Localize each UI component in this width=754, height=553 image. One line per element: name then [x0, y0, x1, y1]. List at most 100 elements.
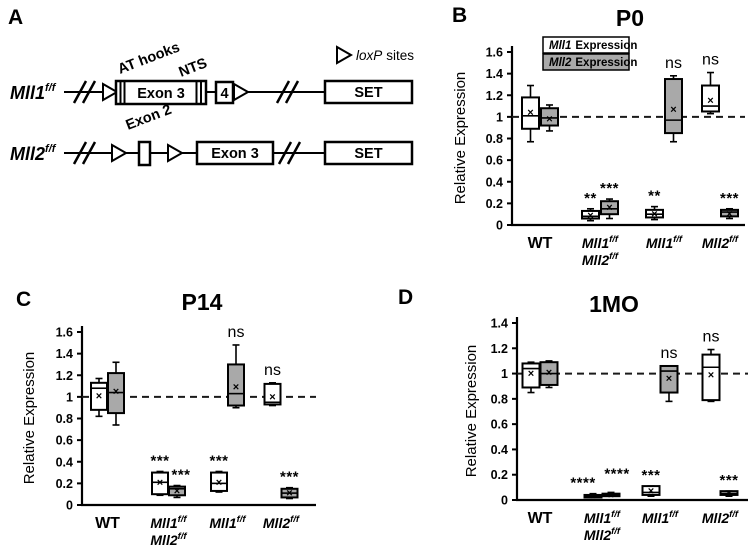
y-tick-label: 1.4	[486, 67, 503, 81]
box	[210, 471, 228, 492]
at-hooks-label: AT hooks	[116, 40, 182, 78]
mean-marker: ×	[708, 369, 714, 381]
x-category-label-mll1ff-mll2ff: Mll2f/f	[582, 251, 619, 268]
y-tick-label: 0.4	[491, 443, 508, 457]
y-tick-label: 1.2	[486, 89, 503, 103]
loxp-triangle-icon	[233, 82, 251, 102]
significance-stars: ****	[570, 475, 595, 492]
boxplot-mll1-wt: ×	[90, 377, 108, 418]
loxp-triangle-icon	[336, 45, 354, 65]
significance-stars: ***	[150, 452, 169, 469]
legend-label: Mll2 Expression	[549, 57, 637, 69]
mean-marker: ×	[670, 104, 676, 116]
x-category-label-wt: WT	[528, 235, 553, 252]
chart-title: 1MO	[589, 291, 639, 317]
y-axis-label: Relative Expression	[463, 345, 480, 478]
panel-label-a: A	[8, 6, 23, 29]
y-tick-label: 1.6	[486, 46, 503, 60]
y-tick-label: 0.6	[491, 418, 508, 432]
y-tick-label: 1	[496, 110, 503, 124]
boxplot-mll2-mll1ff-mll2ff: × ****	[601, 465, 629, 501]
mean-marker: ×	[174, 485, 180, 497]
significance-stars: ****	[604, 465, 629, 482]
y-tick-label: 0	[501, 494, 508, 508]
boxplot-mll2-mll2ff: ×***	[719, 472, 739, 500]
box	[659, 364, 679, 394]
mll1-set-label: SET	[354, 85, 382, 101]
y-tick-label: 1.4	[56, 347, 73, 361]
panel-b-chart-p0: B P0 Relative Expression 0 0.2 0.4 0.6 0.8 1 1.2 1…	[452, 4, 745, 268]
boxplot-mll1-mll1ff-mll2ff: × ***	[150, 452, 169, 497]
mll2-set-label: SET	[354, 146, 382, 162]
mean-marker: ×	[233, 382, 239, 394]
significance-stars: ***	[280, 469, 299, 486]
boxplot-mll2-mll1ff-mll2ff: ×***	[168, 467, 190, 499]
y-axis-label: Relative Expression	[452, 72, 469, 205]
boxplot-mll2-mll1ff: × ns	[227, 324, 245, 409]
x-category-label-mll2ff: Mll2f/f	[263, 514, 300, 531]
y-tick-label: 0.6	[486, 154, 503, 168]
x-category-label-mll1ff: Mll1f/f	[646, 234, 683, 251]
x-category-label-mll1ff: Mll1f/f	[209, 514, 246, 531]
significance-stars: ***	[720, 190, 739, 207]
boxplot-mll2-mll2ff: ×***	[720, 190, 739, 221]
significance-ns: ns	[702, 52, 719, 69]
boxplot-mll2-mll1ff: × ns	[664, 55, 683, 143]
box	[701, 353, 721, 402]
break-mark	[284, 80, 300, 104]
y-tick-label: 1	[66, 390, 73, 404]
boxplot-mll2-mll1ff: × ns	[659, 345, 679, 403]
boxplot-mll1-mll1ff: × ***	[209, 452, 228, 493]
mean-marker: ×	[527, 107, 533, 119]
boxplot-mll1-wt: ×	[521, 361, 541, 394]
boxplot-mll1-mll2ff: × ns	[701, 52, 720, 115]
boxplot-mll2-mll1ff-mll2ff: × ***	[600, 180, 619, 220]
legend-label: Mll1 Expression	[549, 40, 637, 52]
x-category-label-mll1ff-mll2ff: Mll1f/f	[150, 514, 187, 531]
boxplot-mll2-wt: ×	[540, 104, 559, 132]
loxp-legend-label: loxP sites	[356, 48, 414, 63]
x-category-label-mll1ff-mll2ff: Mll2f/f	[584, 526, 621, 543]
y-tick-label: 1.2	[491, 342, 508, 356]
y-tick-label: 1.4	[491, 317, 508, 331]
panel-a-diagram: A loxP sites Mll1f/f Exon 3 4 SET AT hook…	[8, 6, 414, 167]
y-tick-label: 0.2	[56, 477, 73, 491]
mean-marker: ×	[606, 202, 612, 214]
box	[227, 363, 245, 407]
mean-marker: ×	[666, 373, 672, 385]
legend-swatch	[542, 53, 630, 71]
box	[720, 208, 739, 218]
y-tick-label: 0.8	[491, 392, 508, 406]
break-mark	[275, 80, 291, 104]
x-category-label-mll2ff: Mll2f/f	[702, 509, 739, 526]
x-category-label-mll1ff: Mll1f/f	[642, 509, 679, 526]
panel-label-d: D	[398, 286, 413, 309]
panel-label-c: C	[16, 288, 31, 311]
break-mark	[81, 141, 97, 165]
y-axis-label: Relative Expression	[21, 352, 38, 485]
significance-stars: ***	[719, 472, 738, 489]
x-category-label-mll1ff-mll2ff: Mll1f/f	[582, 234, 619, 251]
legend-swatch	[542, 36, 630, 54]
significance-ns: ns	[703, 329, 720, 346]
mean-marker: ×	[707, 95, 713, 107]
mean-marker: ×	[590, 491, 596, 503]
mean-marker: ×	[96, 390, 102, 402]
mll2-exon2-box	[137, 140, 152, 167]
significance-stars: ***	[641, 467, 660, 484]
mean-marker: ×	[608, 489, 614, 501]
mean-marker: ×	[528, 368, 534, 380]
loxp-triangle-icon	[102, 82, 120, 102]
y-tick-label: 0	[496, 219, 503, 233]
significance-ns: ns	[661, 345, 678, 362]
y-tick-label: 0.2	[486, 197, 503, 211]
y-tick-label: 0.4	[56, 455, 73, 469]
boxplot-mll1-mll2ff: × ns	[263, 362, 282, 407]
mll1-exon3-label: Exon 3	[137, 86, 185, 102]
mean-marker: ×	[157, 477, 163, 489]
significance-stars: ***	[600, 180, 619, 197]
boxplot-mll1-mll1ff: × ***	[641, 467, 661, 498]
mll1-exon4-label: 4	[220, 86, 228, 102]
break-mark	[72, 80, 88, 104]
